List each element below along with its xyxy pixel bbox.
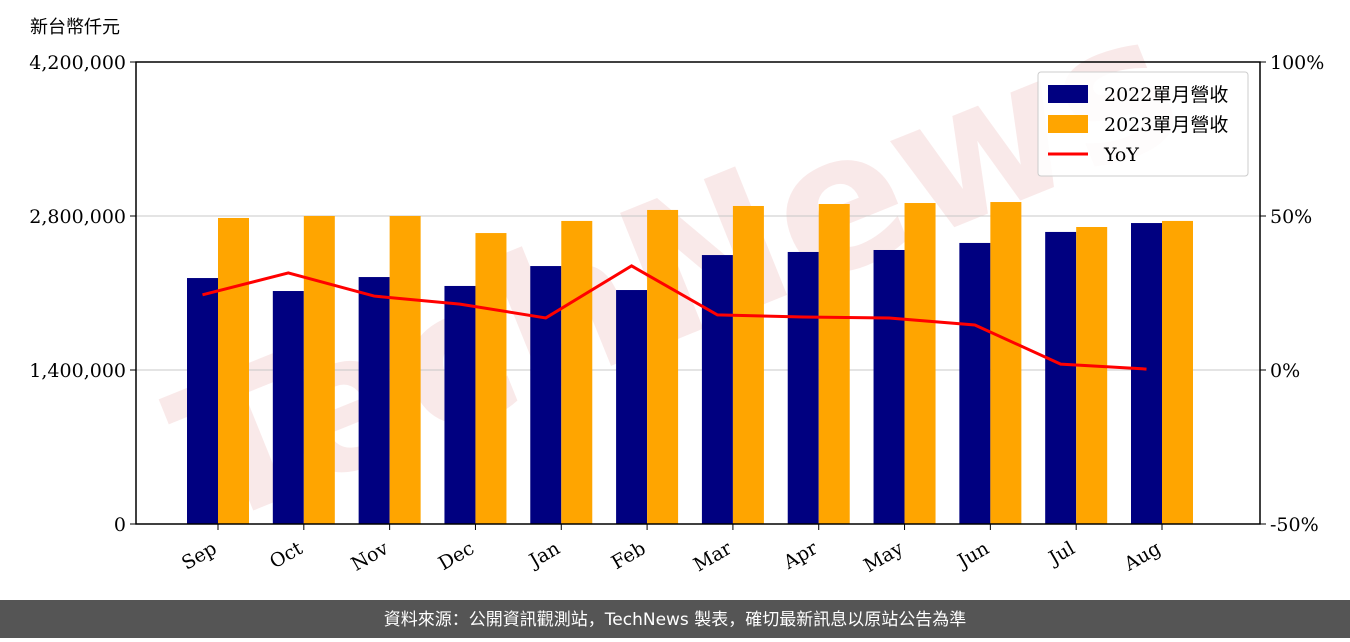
bar <box>1162 220 1193 524</box>
bar <box>303 216 335 524</box>
y-tick-label: 2,800,000 <box>29 206 126 228</box>
legend-swatch <box>1048 85 1088 103</box>
bar <box>701 255 733 525</box>
bar <box>389 216 421 524</box>
x-tick-label: Feb <box>608 537 650 574</box>
x-tick-label: Jul <box>1043 537 1078 570</box>
y2-tick-label: 0% <box>1270 360 1300 382</box>
plot-frame <box>135 61 1261 525</box>
y2-tick-label: 50% <box>1270 206 1312 228</box>
x-tick-label: Aug <box>1120 537 1165 576</box>
bar <box>475 233 507 525</box>
y-tick-label: 4,200,000 <box>29 52 126 74</box>
bar <box>358 277 390 524</box>
bar <box>959 242 991 524</box>
legend-box <box>1037 71 1249 177</box>
bar <box>1076 227 1108 524</box>
legend-swatch <box>1048 115 1088 133</box>
line <box>202 264 1147 371</box>
x-tick-label: Jan <box>524 537 564 573</box>
bar <box>732 205 764 525</box>
bar <box>1045 231 1077 524</box>
bar <box>873 249 905 525</box>
x-tick-label: Jun <box>952 537 993 573</box>
bar <box>187 278 218 524</box>
legend-label: 2022單月營收 <box>1104 84 1228 106</box>
bar <box>787 251 819 524</box>
bar <box>990 202 1022 524</box>
y-axis-label: 新台幣仟元 <box>30 17 120 38</box>
legend-label: YoY <box>1103 144 1139 166</box>
x-tick-label: Sep <box>178 537 221 574</box>
y2-tick-label: -50% <box>1270 514 1319 536</box>
x-tick-label: Nov <box>348 537 393 576</box>
footer: 資料來源：公開資訊觀測站，TechNews 製表，確切最新訊息以原站公告為準 <box>384 610 966 630</box>
bar <box>616 290 648 524</box>
y-tick-label: 0 <box>114 514 126 536</box>
x-tick-label: Apr <box>779 537 822 574</box>
x-tick-label: Mar <box>690 537 736 576</box>
y-tick-label: 1,400,000 <box>29 360 126 382</box>
x-tick-label: May <box>860 537 907 577</box>
bar <box>218 217 249 525</box>
bar <box>904 203 936 524</box>
bar <box>444 285 476 524</box>
bar <box>272 291 304 524</box>
x-tick-label: Dec <box>435 537 478 575</box>
legend-label: 2023單月營收 <box>1104 114 1228 136</box>
bar <box>1131 223 1162 525</box>
y2-tick-label: 100% <box>1270 52 1324 74</box>
bar <box>530 266 562 524</box>
bar <box>647 209 679 524</box>
bar <box>818 204 850 524</box>
bar <box>561 220 593 524</box>
footer-bar <box>0 600 1350 638</box>
